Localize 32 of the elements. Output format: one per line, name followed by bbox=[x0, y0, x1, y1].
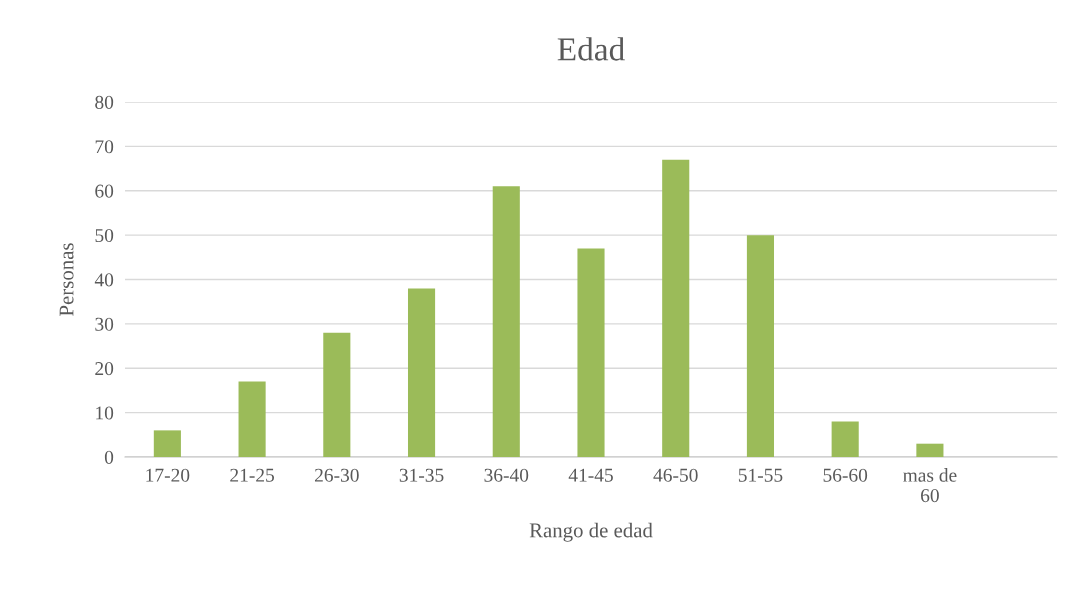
chart-title: Edad bbox=[557, 37, 625, 61]
y-tick-label: 60 bbox=[95, 184, 114, 198]
x-tick-label: 26-30 bbox=[314, 468, 359, 482]
y-tick-label: 50 bbox=[95, 228, 114, 243]
bar bbox=[323, 332, 351, 457]
y-tick-label: 30 bbox=[95, 317, 114, 331]
y-tick-label: 70 bbox=[95, 140, 114, 154]
bar bbox=[831, 421, 859, 457]
bar bbox=[746, 235, 775, 457]
x-tick-label: 21-25 bbox=[230, 468, 275, 482]
y-tick-label: 10 bbox=[96, 406, 114, 420]
x-tick-label: 36-40 bbox=[484, 468, 529, 482]
x-tick-label: 46-50 bbox=[653, 468, 698, 482]
bar bbox=[407, 288, 436, 457]
bar bbox=[153, 430, 181, 457]
x-tick-label: 17-20 bbox=[146, 468, 190, 482]
x-tick-label: 31-35 bbox=[399, 468, 444, 482]
x-axis-title: Rango de edad bbox=[529, 522, 653, 542]
x-tick-label: 51-55 bbox=[738, 468, 783, 482]
y-tick-label: 0 bbox=[104, 450, 114, 464]
bar bbox=[492, 186, 520, 457]
x-tick-label: 41-45 bbox=[568, 468, 613, 482]
x-tick-label: mas de 60 bbox=[903, 468, 957, 503]
bar bbox=[662, 159, 690, 457]
y-tick-label: 80 bbox=[95, 95, 114, 109]
y-tick-label: 20 bbox=[95, 362, 114, 376]
bar bbox=[577, 248, 605, 457]
y-axis-title: Personas bbox=[59, 243, 74, 316]
y-tick-label: 40 bbox=[94, 273, 114, 287]
bar bbox=[916, 443, 944, 457]
bar bbox=[238, 381, 266, 457]
x-tick-label: 56-60 bbox=[823, 468, 868, 482]
